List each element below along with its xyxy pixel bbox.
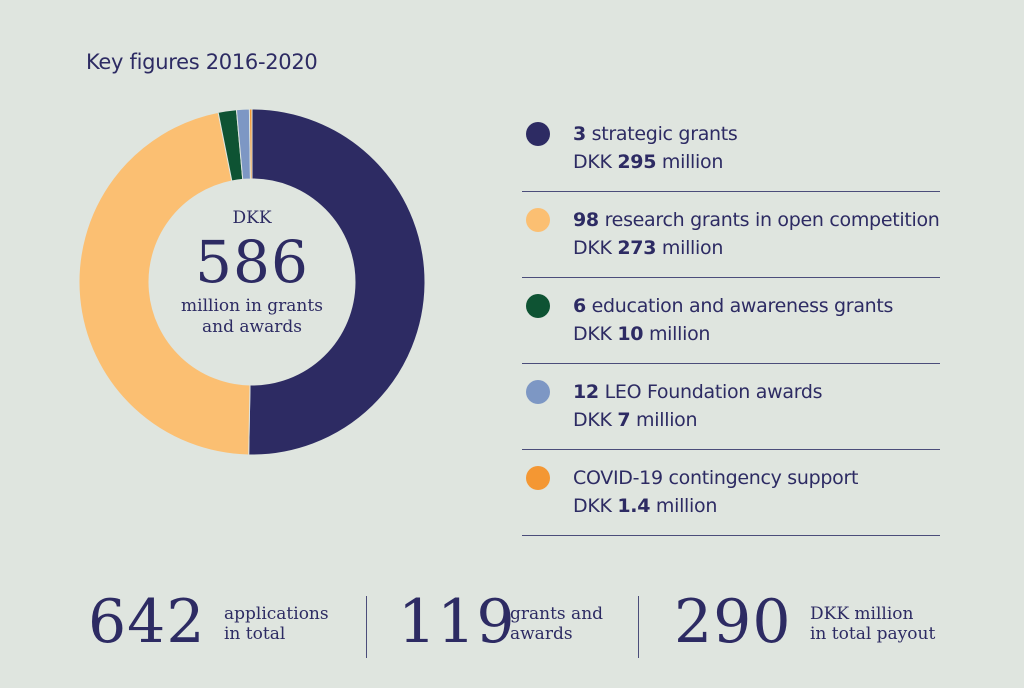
chart-title: Key figures 2016-2020	[86, 50, 318, 74]
legend-amount-suffix: million	[643, 323, 711, 345]
center-currency: DKK	[232, 208, 272, 228]
stat-value: 119	[398, 587, 516, 657]
legend-dot	[526, 208, 550, 232]
legend-amount-suffix: million	[630, 409, 698, 431]
donut-center-label: DKK 586 million in grants and awards	[150, 208, 354, 338]
legend-label: education and awareness grants	[585, 295, 894, 317]
legend-item-strategic: 3 strategic grants DKK 295 million	[522, 106, 940, 192]
stat-label: DKK million in total payout	[810, 604, 935, 644]
legend-item-leo-awards: 12 LEO Foundation awards DKK 7 million	[522, 364, 940, 450]
legend-text: 12 LEO Foundation awards DKK 7 million	[573, 378, 823, 434]
stat-divider	[638, 596, 639, 658]
legend-item-education: 6 education and awareness grants DKK 10 …	[522, 278, 940, 364]
stat-label-line2: in total payout	[810, 624, 936, 644]
stat-label-line1: grants and	[510, 604, 604, 624]
legend-count: 3	[573, 123, 586, 145]
stat-value: 642	[88, 587, 206, 657]
legend-dot	[526, 294, 550, 318]
legend-text: 6 education and awareness grants DKK 10 …	[573, 292, 893, 348]
legend-text: 3 strategic grants DKK 295 million	[573, 120, 738, 176]
legend-item-covid: COVID-19 contingency support DKK 1.4 mil…	[522, 450, 940, 536]
legend-count: 98	[573, 209, 599, 231]
legend-amount-prefix: DKK	[573, 409, 618, 431]
legend-item-research: 98 research grants in open competition D…	[522, 192, 940, 278]
legend: 3 strategic grants DKK 295 million 98 re…	[522, 106, 940, 536]
legend-amount: 10	[617, 323, 644, 345]
legend-amount-suffix: million	[656, 237, 724, 259]
legend-dot	[526, 466, 550, 490]
legend-amount: 273	[617, 237, 657, 259]
legend-label: strategic grants	[585, 123, 738, 145]
stat-label-line2: awards	[510, 624, 573, 644]
legend-dot	[526, 122, 550, 146]
stat-label: applications in total	[224, 604, 329, 644]
legend-amount-suffix: million	[650, 495, 718, 517]
legend-amount-suffix: million	[656, 151, 724, 173]
legend-label: LEO Foundation awards	[598, 381, 823, 403]
legend-dot	[526, 380, 550, 404]
legend-amount-prefix: DKK	[573, 323, 618, 345]
stat-label-line1: applications	[224, 604, 329, 624]
legend-count: 12	[573, 381, 599, 403]
stat-label-line1: DKK million	[810, 604, 914, 624]
donut-hole	[149, 179, 355, 385]
legend-amount-prefix: DKK	[573, 151, 618, 173]
stat-label: grants and awards	[510, 604, 603, 644]
legend-amount: 295	[617, 151, 657, 173]
center-caption-line1: million in grants	[181, 296, 323, 316]
legend-amount-prefix: DKK	[573, 495, 618, 517]
center-caption-line2: and awards	[202, 317, 302, 337]
legend-label: COVID-19 contingency support	[573, 467, 859, 489]
legend-text: COVID-19 contingency support DKK 1.4 mil…	[573, 464, 858, 520]
center-total: 586	[195, 228, 309, 296]
donut-chart	[78, 108, 426, 456]
stat-label-line2: in total	[224, 624, 286, 644]
legend-amount: 1.4	[617, 495, 651, 517]
legend-amount: 7	[617, 409, 631, 431]
legend-count: 6	[573, 295, 586, 317]
stat-value: 290	[674, 587, 792, 657]
stat-divider	[366, 596, 367, 658]
legend-text: 98 research grants in open competition D…	[573, 206, 940, 262]
legend-label: research grants in open competition	[598, 209, 940, 231]
legend-amount-prefix: DKK	[573, 237, 618, 259]
